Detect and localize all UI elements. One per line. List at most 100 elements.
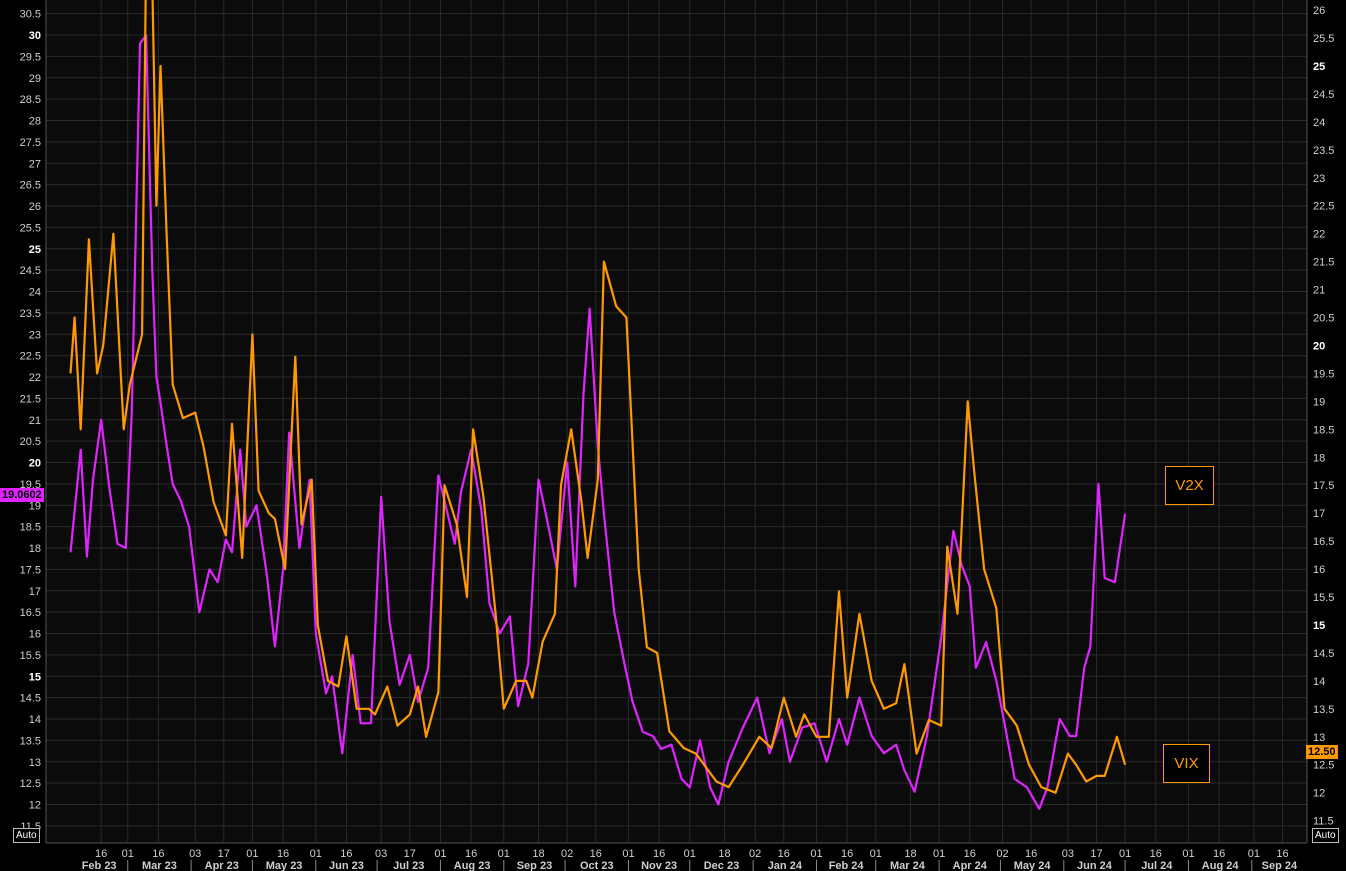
left-tick-label: 28 — [29, 116, 41, 128]
x-tick-label: 18 — [718, 848, 730, 860]
x-tick-label: 01 — [870, 848, 882, 860]
x-tick-label: 01 — [310, 848, 322, 860]
vix-last-value-tag: 12.50 — [1306, 745, 1338, 759]
left-tick-label: 14.5 — [20, 693, 41, 705]
x-month-label: Dec 23 — [704, 860, 739, 871]
right-tick-label: 21 — [1313, 285, 1325, 297]
x-month-label: Oct 23 — [580, 860, 614, 871]
x-axis: 16 01 16 03 17 01 16 01 16 03 17 01 16 01 18 02 16 01 16 01… — [82, 848, 1298, 871]
left-tick-label: 18.5 — [20, 522, 41, 534]
left-tick-label: 12 — [29, 800, 41, 812]
v2x-line — [69, 33, 1127, 810]
left-tick-label: 19.5 — [20, 479, 41, 491]
left-tick-label: 23.5 — [20, 308, 41, 320]
x-tick-label: 18 — [532, 848, 544, 860]
x-month-label: Jun 24 — [1077, 860, 1113, 871]
x-tick-label: 16 — [465, 848, 477, 860]
right-tick-label: 20.5 — [1313, 313, 1334, 325]
x-tick-label: 02 — [749, 848, 761, 860]
right-tick-label: 23.5 — [1313, 145, 1334, 157]
x-month-label: Aug 24 — [1202, 860, 1240, 871]
left-tick-label: 14 — [29, 714, 41, 726]
x-tick-label: 17 — [404, 848, 416, 860]
x-tick-label: 01 — [434, 848, 446, 860]
left-tick-label: 20.5 — [20, 436, 41, 448]
right-tick-label: 22 — [1313, 229, 1325, 241]
left-tick-label: 17.5 — [20, 564, 41, 576]
x-month-label: Jul 23 — [393, 860, 424, 871]
right-tick-label: 15 — [1313, 620, 1325, 632]
x-tick-label: 03 — [189, 848, 201, 860]
right-tick-label: 12 — [1313, 788, 1325, 800]
right-tick-label: 18.5 — [1313, 424, 1334, 436]
x-tick-label: 16 — [841, 848, 853, 860]
x-tick-label: 16 — [340, 848, 352, 860]
x-month-label: May 23 — [266, 860, 303, 871]
x-month-label: Jan 24 — [768, 860, 803, 871]
vix-line — [69, 0, 1127, 794]
right-axis: 11.5 12 12.5 13 13.5 14 14.5 15 15.5 16 16.5 17 17.5… — [1313, 5, 1334, 828]
x-tick-label: 02 — [561, 848, 573, 860]
x-month-label: Apr 23 — [205, 860, 239, 871]
left-tick-label: 12.5 — [20, 778, 41, 790]
x-tick-label: 01 — [1119, 848, 1131, 860]
left-tick-label: 20 — [29, 458, 41, 470]
x-tick-label: 16 — [152, 848, 164, 860]
right-tick-label: 25.5 — [1313, 33, 1334, 45]
x-month-label: Mar 23 — [142, 860, 177, 871]
left-tick-label: 16.5 — [20, 607, 41, 619]
right-tick-label: 17 — [1313, 508, 1325, 520]
x-tick-label: 01 — [246, 848, 258, 860]
right-tick-label: 21.5 — [1313, 257, 1334, 269]
x-tick-label: 01 — [498, 848, 510, 860]
left-tick-label: 15 — [29, 671, 41, 683]
right-tick-label: 12.5 — [1313, 760, 1334, 772]
left-tick-label: 18 — [29, 543, 41, 555]
x-tick-label: 03 — [1062, 848, 1074, 860]
left-tick-label: 17 — [29, 586, 41, 598]
right-auto-scale-button[interactable]: Auto — [1312, 828, 1339, 843]
right-tick-label: 20 — [1313, 340, 1325, 352]
x-tick-label: 16 — [590, 848, 602, 860]
x-tick-label: 16 — [1213, 848, 1225, 860]
left-tick-label: 16 — [29, 629, 41, 641]
right-tick-label: 11.5 — [1313, 816, 1334, 828]
left-tick-label: 21.5 — [20, 393, 41, 405]
x-tick-label: 03 — [375, 848, 387, 860]
x-month-label: Apr 24 — [953, 860, 988, 871]
left-tick-label: 26.5 — [20, 180, 41, 192]
left-tick-label: 28.5 — [20, 94, 41, 106]
series-layer — [69, 0, 1127, 810]
right-tick-label: 13.5 — [1313, 704, 1334, 716]
right-tick-label: 14 — [1313, 676, 1325, 688]
x-tick-label: 16 — [277, 848, 289, 860]
x-tick-label: 16 — [95, 848, 107, 860]
x-tick-label: 16 — [1276, 848, 1288, 860]
left-tick-label: 29 — [29, 73, 41, 85]
left-tick-label: 24 — [29, 287, 41, 299]
left-tick-label: 23 — [29, 329, 41, 341]
right-tick-label: 19 — [1313, 396, 1325, 408]
right-tick-label: 24 — [1313, 117, 1325, 129]
right-tick-label: 19.5 — [1313, 368, 1334, 380]
x-tick-label: 01 — [1248, 848, 1260, 860]
left-auto-scale-button[interactable]: Auto — [13, 828, 40, 843]
plot-area[interactable] — [46, 0, 1307, 843]
x-tick-label: 18 — [904, 848, 916, 860]
left-tick-label: 22.5 — [20, 351, 41, 363]
v2x-series-label[interactable]: V2X — [1165, 466, 1214, 505]
x-tick-label: 01 — [122, 848, 134, 860]
right-tick-label: 24.5 — [1313, 89, 1334, 101]
x-month-label: Sep 23 — [517, 860, 552, 871]
left-tick-label: 30.5 — [20, 9, 41, 21]
vix-series-label[interactable]: VIX — [1163, 744, 1210, 783]
x-month-label: May 24 — [1014, 860, 1052, 871]
x-month-label: Mar 24 — [890, 860, 926, 871]
x-tick-label: 02 — [996, 848, 1008, 860]
x-tick-label: 17 — [218, 848, 230, 860]
left-tick-label: 27 — [29, 158, 41, 170]
x-tick-label: 16 — [1150, 848, 1162, 860]
x-tick-label: 01 — [933, 848, 945, 860]
left-tick-label: 27.5 — [20, 137, 41, 149]
x-tick-label: 16 — [1025, 848, 1037, 860]
